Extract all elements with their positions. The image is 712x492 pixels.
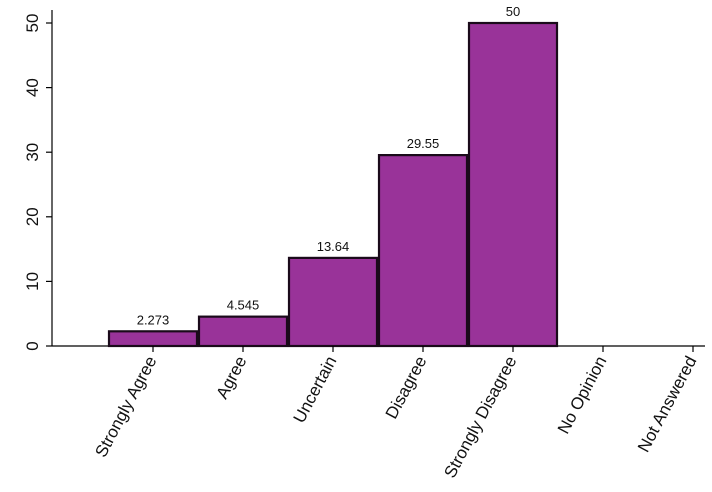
x-tick-label: Agree (212, 353, 250, 402)
bar-value-label: 4.545 (227, 298, 260, 313)
bar-value-label: 50 (506, 4, 520, 19)
bar (197, 315, 289, 348)
x-tick-label: Strongly Disagree (440, 353, 520, 481)
bar-value-label: 29.55 (407, 136, 440, 151)
y-tick-label: 10 (23, 272, 42, 291)
x-tick-label: Not Answered (634, 353, 700, 455)
bars (107, 21, 559, 348)
bar (107, 330, 199, 348)
y-tick-label: 0 (23, 341, 42, 350)
y-tick-label: 20 (23, 207, 42, 226)
x-tick-label: Disagree (382, 353, 431, 422)
bar-value-label: 2.273 (137, 312, 170, 327)
x-tick-label: No Opinion (554, 353, 611, 437)
bar (467, 21, 559, 348)
y-tick-label: 50 (23, 14, 42, 33)
bar (287, 256, 379, 348)
x-axis-ticks: Strongly Agree Agree Uncertain Disagree Stro… (91, 346, 701, 481)
y-axis-ticks: 0 10 20 30 40 50 (23, 14, 52, 351)
y-tick-label: 30 (23, 143, 42, 162)
data-labels: 2.273 4.545 13.64 29.55 50 (137, 4, 521, 327)
x-tick-label: Uncertain (290, 353, 341, 426)
y-tick-label: 40 (23, 78, 42, 97)
x-tick-label: Strongly Agree (91, 353, 160, 460)
bar-value-label: 13.64 (317, 239, 350, 254)
bar (377, 154, 469, 348)
